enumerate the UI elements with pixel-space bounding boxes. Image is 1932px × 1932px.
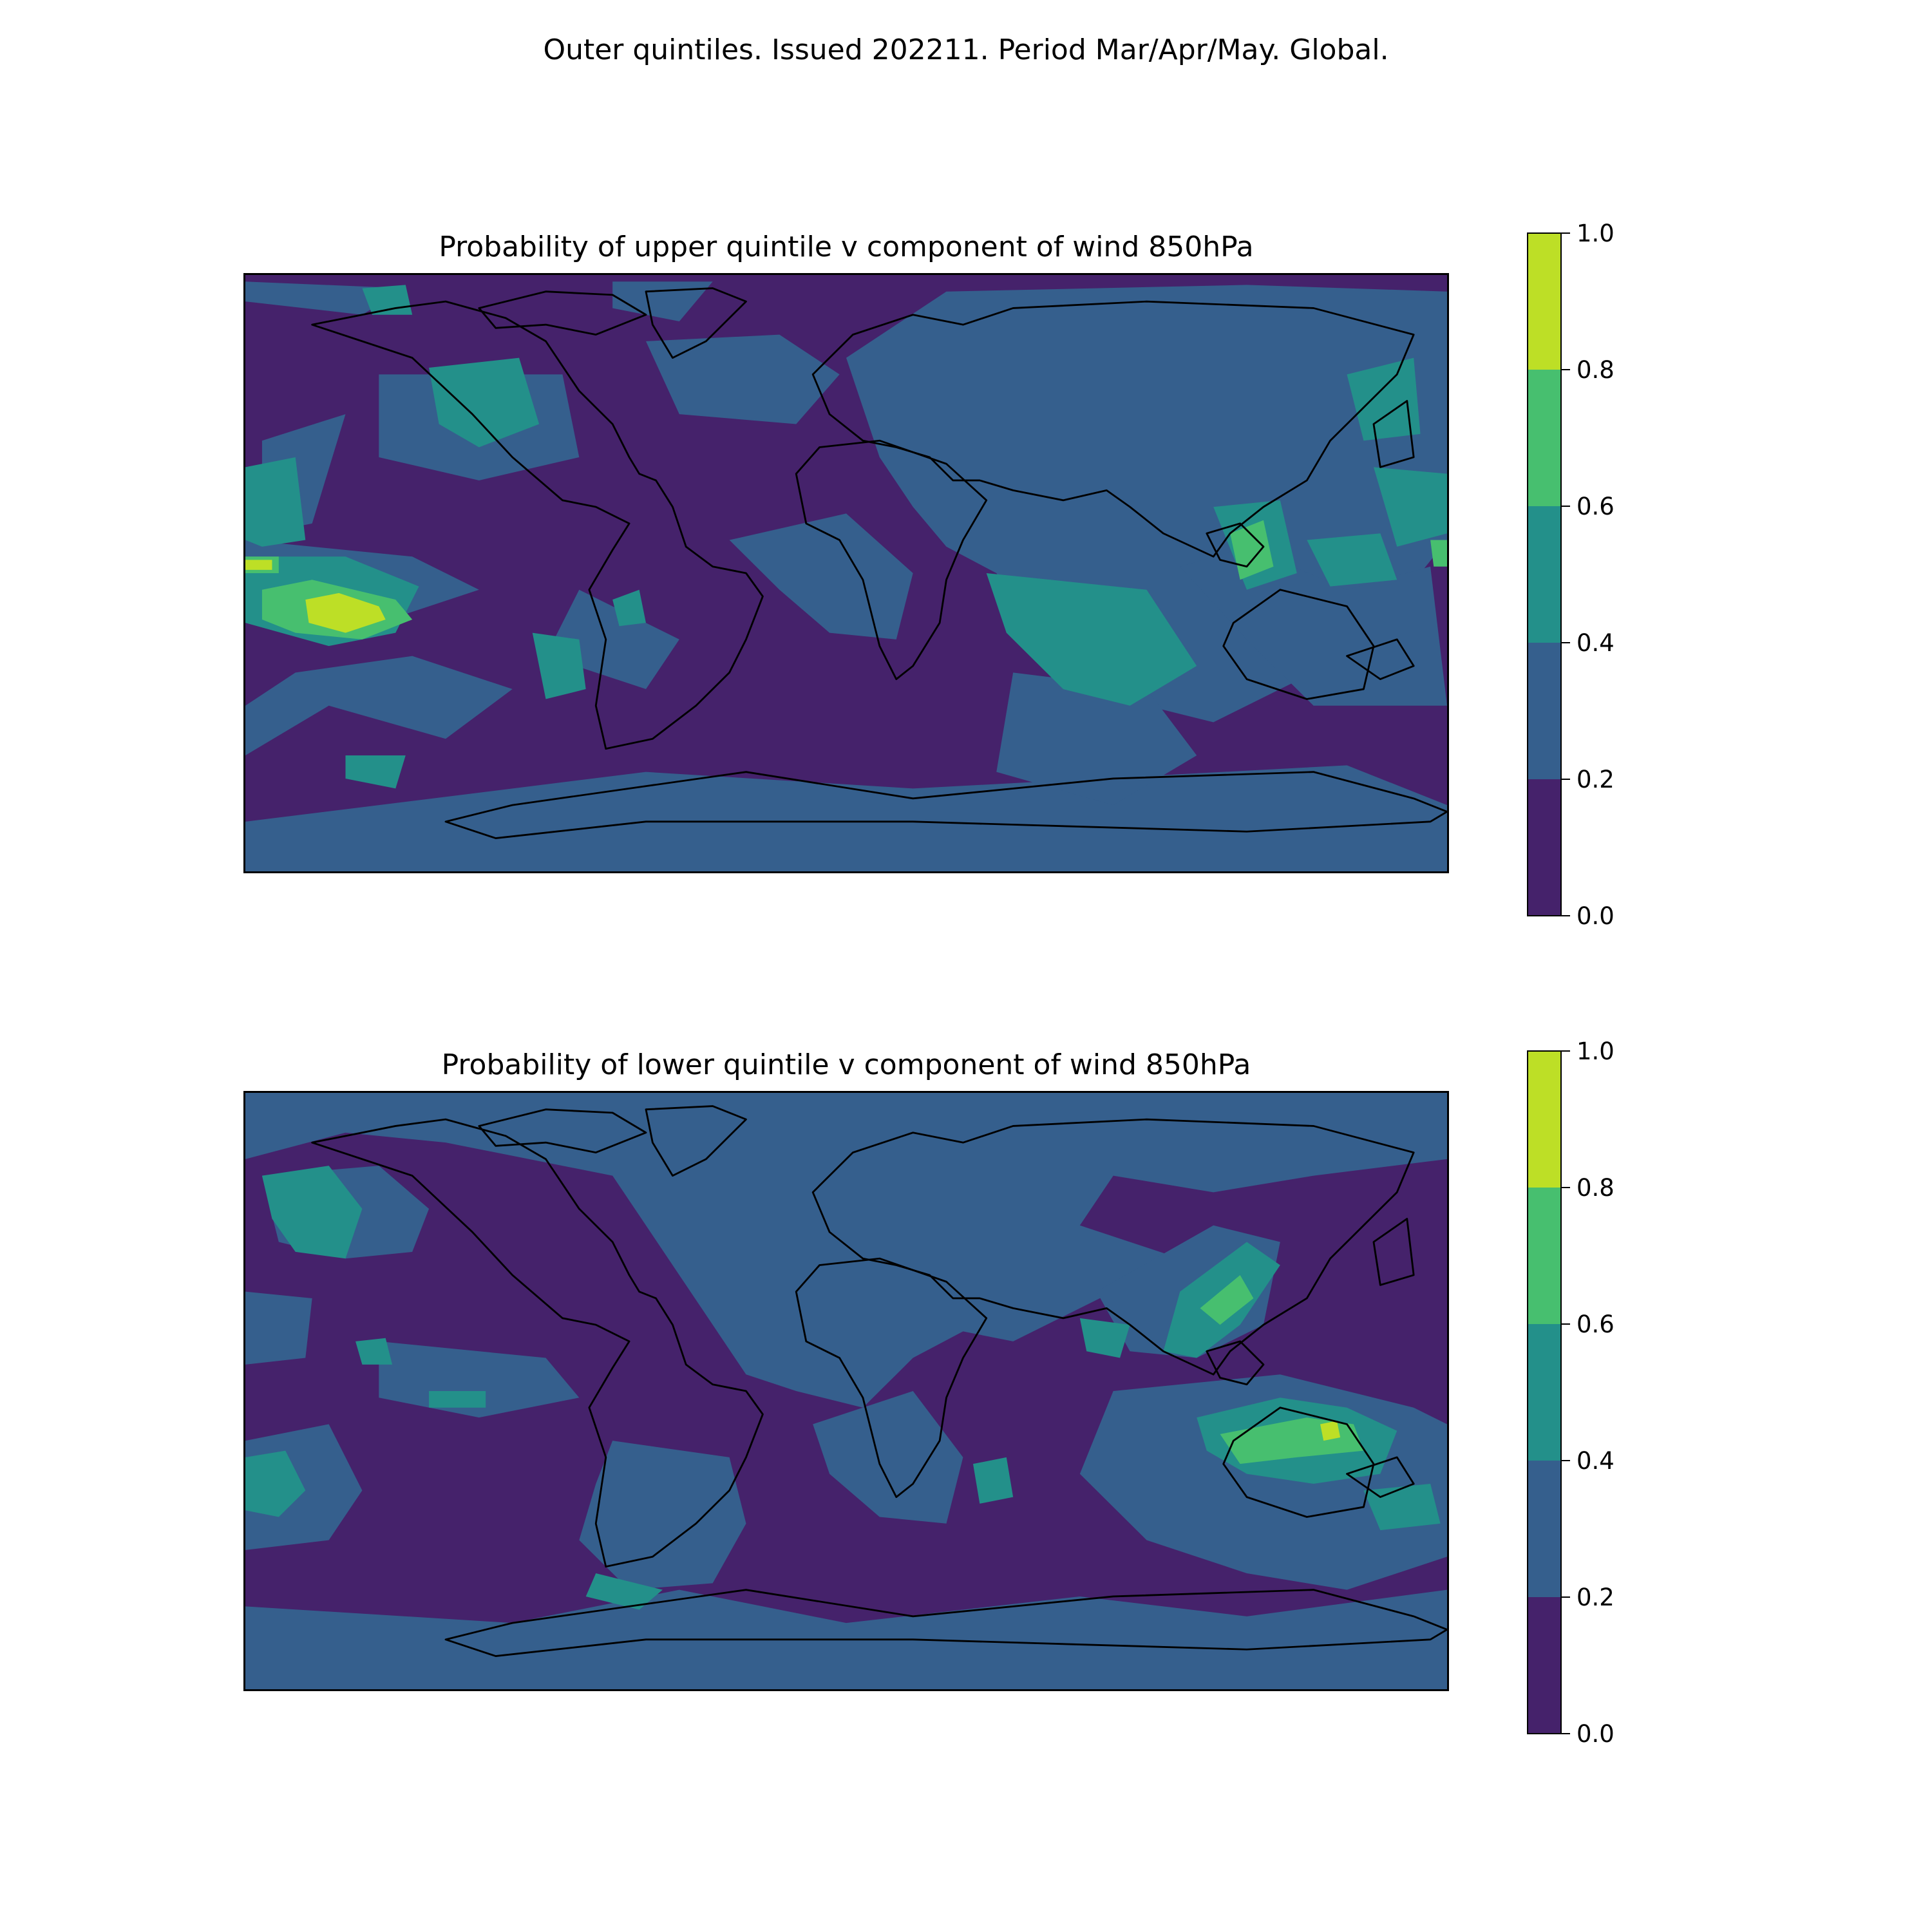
lower-colorbar-tick-label: 0.4 (1577, 1447, 1615, 1475)
upper-colorbar-ticks (1561, 232, 1570, 916)
upper-quintile-map (243, 273, 1449, 873)
upper-colorbar-frame (1527, 232, 1562, 916)
lower-colorbar: 0.0 0.2 0.4 0.6 0.8 1.0 (1527, 1037, 1643, 1748)
lower-colorbar-bin-0 (1528, 1597, 1561, 1734)
coastline (311, 1105, 1447, 1657)
coastline (311, 287, 1447, 839)
upper-colorbar-tick-label: 0.4 (1577, 629, 1615, 657)
upper-colorbar-bin-3 (1528, 370, 1561, 506)
upper-colorbar-tick-label: 0.6 (1577, 493, 1615, 520)
lower-colorbar-tick-label: 0.6 (1577, 1311, 1615, 1338)
probability-field (245, 1093, 1447, 1689)
panel-title-upper: Probability of upper quintile v componen… (439, 231, 1254, 263)
upper-colorbar-tick-label: 0.0 (1577, 902, 1615, 930)
probability-field (245, 275, 1447, 871)
lower-quintile-map (243, 1091, 1449, 1691)
field-class-4 (245, 560, 386, 633)
lower-colorbar-bin-1 (1528, 1461, 1561, 1597)
lower-colorbar-frame (1527, 1050, 1562, 1734)
lower-colorbar-bin-4 (1528, 1051, 1561, 1188)
lower-colorbar-bin-3 (1528, 1188, 1561, 1324)
upper-colorbar-bin-4 (1528, 233, 1561, 370)
upper-colorbar-bin-1 (1528, 643, 1561, 779)
upper-colorbar-tick-label: 0.8 (1577, 356, 1615, 384)
panel-title-lower: Probability of lower quintile v componen… (441, 1048, 1251, 1081)
lower-colorbar-tick-label: 0.8 (1577, 1174, 1615, 1202)
lower-colorbar-tick-label: 0.0 (1577, 1720, 1615, 1748)
upper-colorbar-bin-2 (1528, 506, 1561, 643)
field-class-4 (1320, 1421, 1341, 1441)
field-class-2 (245, 285, 1447, 789)
upper-colorbar: 0.0 0.2 0.4 0.6 0.8 1.0 (1527, 220, 1643, 930)
lower-colorbar-bin-2 (1528, 1324, 1561, 1461)
upper-colorbar-tick-label: 1.0 (1577, 220, 1615, 247)
upper-colorbar-bin-0 (1528, 779, 1561, 916)
lower-colorbar-tick-label: 0.2 (1577, 1584, 1615, 1611)
lower-colorbar-ticks (1561, 1050, 1570, 1734)
figure-title: Outer quintiles. Issued 202211. Period M… (543, 33, 1389, 66)
lower-colorbar-tick-label: 1.0 (1577, 1037, 1615, 1065)
upper-colorbar-tick-label: 0.2 (1577, 766, 1615, 793)
